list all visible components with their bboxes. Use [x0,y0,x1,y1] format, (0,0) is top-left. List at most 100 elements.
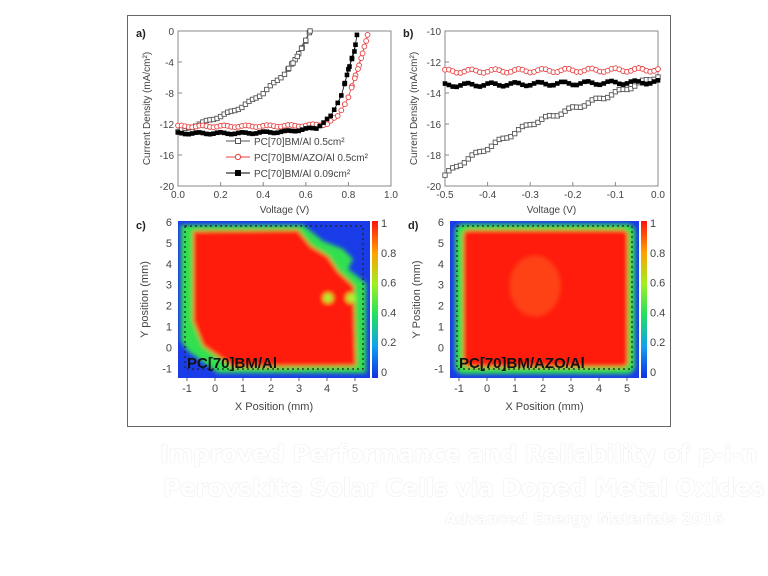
data-point [349,56,355,62]
data-point [175,130,181,135]
data-point [628,79,634,84]
caption-title-line2: Perovskite Solar Cells via Doped Metal O… [163,474,765,502]
data-point [616,81,622,87]
x-tick-label: 3 [296,383,302,395]
x-tick-label: 4 [596,383,602,395]
data-point [310,125,316,131]
data-point [182,131,188,137]
panel-c: 1 0.8 0.6 0.4 0.2 0 c) -1 0 1 2 3 4 5 6 5 4 3 2 1 0 -1 X Posit… [136,217,396,413]
data-point [593,82,599,87]
data-point [481,83,487,88]
data-point [358,55,365,61]
data-point [570,82,576,88]
x-tick-label: 4 [324,383,330,395]
panel-label: a) [136,28,146,40]
data-point [324,116,330,122]
heatmap-variation [510,256,560,316]
y-tick-label: -16 [427,120,442,131]
panel-d: 1 0.8 0.6 0.4 0.2 0 d) -1 0 1 2 3 4 5 6 5 4 3 2 1 0 -1 X Posit… [408,217,665,413]
data-point [207,131,213,137]
plot-frame [177,30,392,187]
data-point [632,78,638,83]
data-point [345,94,352,101]
caption-title-line1: Improved Performance and Reliability of … [160,440,758,468]
data-point [473,83,479,89]
data-point [354,32,360,38]
data-point [303,37,309,43]
data-point [218,130,223,135]
data-point [562,108,568,114]
colorbar-tick-label: 0 [381,367,387,379]
data-point [344,72,350,78]
data-point [535,119,541,126]
y-tick-label: -20 [160,182,175,193]
data-point [442,81,448,86]
data-point [647,81,653,86]
data-point [485,81,490,86]
data-point [462,81,467,86]
x-axis-label: X Position (mm) [505,401,583,413]
data-point [292,128,298,134]
y-tick-label: 6 [166,217,172,229]
colorbar-tick-label: 0.6 [650,278,665,290]
data-point [651,79,657,84]
data-point [512,130,518,137]
data-point [608,92,615,98]
x-axis-label: X Position (mm) [235,401,313,413]
data-point [200,130,206,136]
data-point [585,79,591,84]
data-point [644,81,649,87]
data-point [504,83,510,88]
data-point [492,139,498,145]
x-tick-label: 2 [268,383,274,395]
data-point [338,107,345,114]
legend-label: PC[70]BM/AZO/Al 0.5cm² [254,153,369,164]
series-1 [442,65,661,76]
heatmap-active-region [193,230,356,367]
data-point [317,123,323,129]
data-point [535,79,541,85]
series-2 [175,32,360,137]
legend-label: PC[70]BM/Al 0.5cm² [254,137,345,148]
figure-canvas: a)0.0 0.2 0.4 0.6 0.8 1.00-4-8-12-16-20Voltag… [136,27,665,413]
x-tick-label: 3 [568,383,574,395]
x-tick-label: 0.0 [171,190,185,201]
series-0 [175,28,313,135]
data-point [264,129,270,134]
data-point [264,86,270,93]
data-point [620,82,626,87]
data-point [597,82,603,88]
x-tick-label: 1.0 [384,190,398,201]
data-point [469,81,475,87]
data-point [442,172,448,178]
panel-label: c) [136,220,146,232]
panel-label: d) [408,220,419,232]
y-tick-label: 2 [166,301,172,313]
data-point [321,120,326,125]
data-point [446,168,452,174]
figure: a) 0.0 0.2 0.4 0.6 0.8 1.0 0 -4 -8 -12 -16 -20 Voltag… [127,15,671,427]
data-point [465,80,471,86]
data-point [454,84,459,90]
data-point [636,79,641,84]
data-point [204,131,209,137]
data-point [239,130,245,135]
data-point [461,160,468,166]
colorbar-tick-label: 1 [650,218,656,230]
y-tick-label: 2 [438,301,444,313]
device-outline [456,225,633,370]
panel-b: b) -0.5 -0.4 -0.3 -0.2 -0.1 0.0 -10 -12 -14 -16 -18… [403,27,665,216]
data-point [601,81,607,86]
y-tick-label: -14 [427,89,442,100]
data-point [493,81,498,86]
data-point [352,49,357,54]
data-point [632,83,638,89]
data-point [335,100,341,106]
data-point [547,83,552,88]
x-axis-label: Voltage (V) [260,205,309,216]
x-tick-label: 1 [240,383,246,395]
data-point [508,81,514,86]
data-point [508,134,514,140]
y-tick-label: -12 [160,120,175,131]
data-point [186,131,191,137]
